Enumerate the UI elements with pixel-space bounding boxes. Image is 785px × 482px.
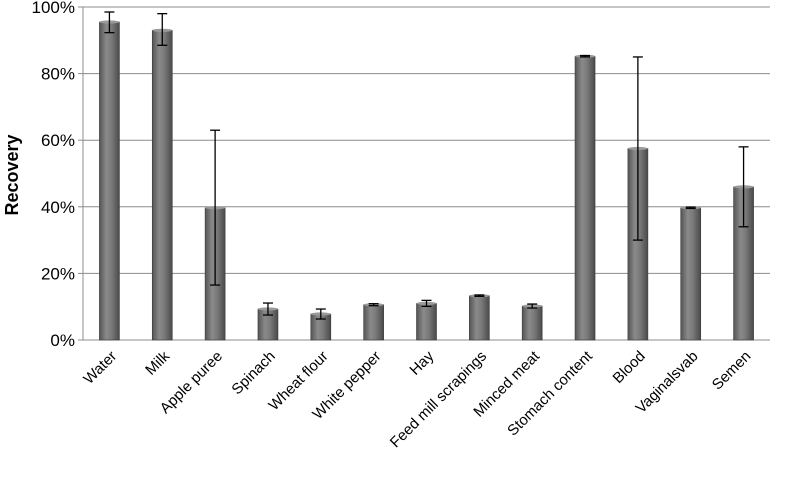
- bar: [521, 305, 543, 341]
- bar: [99, 21, 120, 341]
- x-category-label: Feed mill scrapings: [387, 348, 490, 451]
- y-tick-label: 100%: [32, 0, 75, 17]
- x-category-label: Water: [80, 348, 120, 388]
- y-axis-title: Recovery: [2, 134, 22, 215]
- error-bar: [474, 294, 485, 298]
- bar: [363, 304, 384, 341]
- x-category-label: Semen: [709, 348, 755, 394]
- x-category-label: Blood: [610, 348, 649, 387]
- x-category-label: Milk: [142, 347, 173, 378]
- y-tick-label: 80%: [41, 65, 75, 84]
- error-bar: [368, 303, 379, 307]
- bar: [680, 207, 702, 341]
- bar: [416, 303, 437, 341]
- error-bar: [580, 54, 591, 58]
- y-tick-label: 0%: [50, 331, 75, 350]
- error-bar: [315, 308, 326, 320]
- error-bar: [104, 11, 115, 34]
- error-bar: [685, 206, 696, 210]
- error-bar: [262, 302, 273, 316]
- bar: [469, 295, 490, 341]
- error-bar: [210, 129, 221, 286]
- bars: [99, 20, 754, 341]
- error-bar: [157, 13, 168, 46]
- error-bar: [527, 303, 538, 309]
- y-axis-ticks: 0% 20% 40% 60% 80% 100%: [32, 0, 83, 350]
- error-bar: [738, 146, 749, 228]
- error-bar: [421, 299, 432, 308]
- error-bars: [104, 11, 749, 320]
- bar: [151, 30, 173, 341]
- error-bar: [632, 56, 643, 241]
- y-tick-label: 60%: [41, 131, 75, 150]
- x-category-label: Spinach: [228, 348, 278, 398]
- y-tick-label: 40%: [41, 198, 75, 217]
- y-tick-label: 20%: [41, 264, 75, 283]
- bar: [574, 55, 596, 341]
- x-category-label: Hay: [406, 347, 437, 378]
- gridlines: [82, 6, 770, 341]
